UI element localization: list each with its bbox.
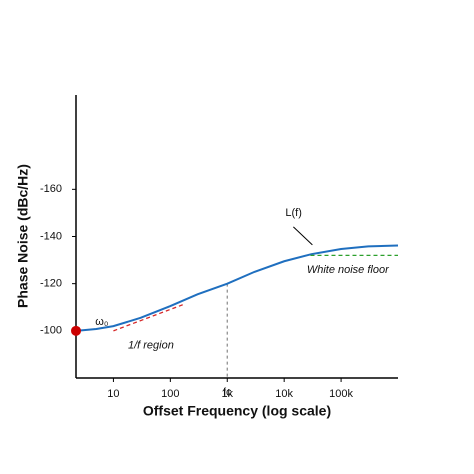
start-point (71, 325, 81, 336)
noise-curve (75, 244, 399, 332)
x-tick-label: 10k (275, 388, 293, 400)
y-tick-label: -100 (40, 325, 62, 337)
annotation-pointer (293, 226, 313, 246)
reference-line (113, 303, 186, 332)
y-tick-label: -140 (40, 230, 62, 242)
annotation: ω₀ (95, 316, 108, 328)
x-tick-label: 1k (221, 388, 233, 400)
y-axis-title: Phase Noise (dBc/Hz) (15, 164, 31, 308)
x-tick-label: 10 (107, 388, 119, 400)
x-tick-label: 100k (329, 388, 353, 400)
y-tick-label: -120 (40, 278, 62, 290)
y-tick-label: -160 (40, 183, 62, 195)
annotation: fc (223, 387, 232, 399)
x-tick-label: 100 (161, 388, 179, 400)
annotation: L(f) (285, 207, 302, 219)
annotation: 1/f region (128, 340, 174, 352)
annotation: White noise floor (307, 264, 390, 276)
x-axis-title: Offset Frequency (log scale) (143, 403, 331, 419)
